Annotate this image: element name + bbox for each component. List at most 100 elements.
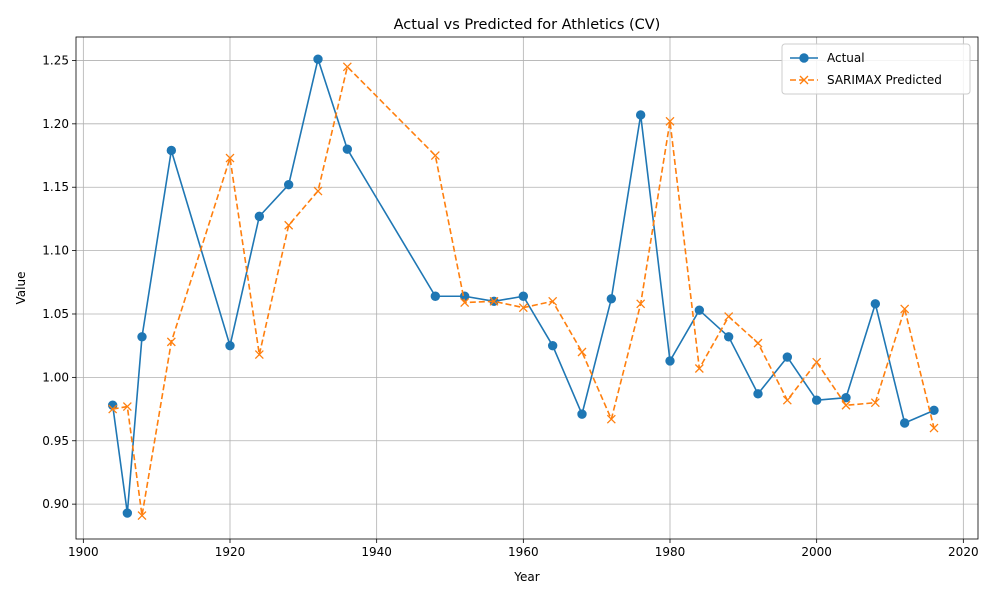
data-point-actual <box>723 332 734 342</box>
x-marker-stroke <box>606 414 616 424</box>
x-marker-stroke <box>782 395 792 405</box>
y-tick-label: 1.00 <box>42 370 69 384</box>
data-point-actual <box>577 409 587 419</box>
x-marker-stroke <box>254 350 264 360</box>
x-marker-stroke <box>636 299 646 309</box>
data-point-sarimax-predicted <box>577 347 587 357</box>
data-point-actual <box>518 291 529 301</box>
series-sarimax-predicted <box>108 62 939 521</box>
data-point-actual <box>899 418 910 428</box>
legend-marker-actual <box>799 53 809 63</box>
x-tick-label: 1920 <box>215 545 246 559</box>
data-point-sarimax-predicted <box>606 414 616 424</box>
data-point-actual <box>694 305 705 315</box>
x-marker-stroke <box>665 116 675 126</box>
data-point-actual <box>225 340 235 351</box>
legend: Actual SARIMAX Predicted <box>781 43 971 95</box>
data-point-sarimax-predicted <box>254 350 264 360</box>
data-point-sarimax-predicted <box>812 357 822 367</box>
data-point-actual <box>665 356 675 366</box>
data-point-sarimax-predicted <box>665 116 675 126</box>
chart-title: Actual vs Predicted for Athletics (CV) <box>394 17 661 33</box>
data-point-actual <box>430 291 441 301</box>
data-point-sarimax-predicted <box>313 186 323 196</box>
x-marker-stroke <box>166 337 176 347</box>
data-point-sarimax-predicted <box>460 298 470 308</box>
x-marker-stroke <box>841 400 851 410</box>
x-marker-stroke <box>122 402 132 411</box>
x-tick-label: 2020 <box>948 545 979 559</box>
data-point-sarimax-predicted <box>870 398 880 408</box>
x-marker-stroke <box>694 364 704 373</box>
x-tick-label: 1960 <box>508 545 539 559</box>
data-point-actual <box>753 389 763 399</box>
x-marker-stroke <box>900 304 910 314</box>
data-point-actual <box>841 392 851 403</box>
legend-marker-sarimax-predicted <box>799 75 809 85</box>
data-point-sarimax-predicted <box>694 364 704 373</box>
x-marker-stroke <box>548 296 558 306</box>
y-tick-label: 1.25 <box>42 53 69 67</box>
data-point-actual <box>122 508 133 518</box>
x-tick-label: 1980 <box>655 545 686 559</box>
data-point-sarimax-predicted <box>518 303 528 313</box>
data-point-sarimax-predicted <box>900 304 910 314</box>
data-point-actual <box>635 110 646 120</box>
y-tick-label: 0.90 <box>42 497 69 511</box>
data-point-sarimax-predicted <box>122 402 132 411</box>
data-point-actual <box>283 179 294 190</box>
data-point-actual <box>811 395 822 405</box>
data-point-sarimax-predicted <box>782 395 792 405</box>
data-point-actual <box>870 299 881 309</box>
y-tick-label: 0.95 <box>42 434 69 448</box>
data-point-sarimax-predicted <box>929 423 939 433</box>
data-point-sarimax-predicted <box>548 296 558 306</box>
x-marker-stroke <box>430 151 440 160</box>
plot-area-frame <box>75 36 979 540</box>
x-axis-label: Year <box>513 570 539 584</box>
data-point-actual <box>782 352 793 362</box>
y-tick-label: 1.15 <box>42 180 69 194</box>
x-marker-stroke <box>753 338 763 348</box>
x-marker-stroke <box>108 404 118 414</box>
data-point-sarimax-predicted <box>753 338 763 348</box>
x-marker-stroke <box>870 398 880 408</box>
axis-ticks: 1900 1920 1940 1960 1980 2000 2020 0.90 0.95 1.00… <box>42 53 978 559</box>
y-axis-label: Value <box>14 272 28 305</box>
x-marker-stroke <box>284 220 294 230</box>
data-point-sarimax-predicted <box>137 511 147 521</box>
data-point-sarimax-predicted <box>636 299 646 309</box>
data-point-actual <box>137 332 147 342</box>
data-point-sarimax-predicted <box>841 400 851 410</box>
x-marker-stroke <box>313 186 323 196</box>
x-marker-stroke <box>518 303 528 313</box>
data-point-actual <box>929 405 939 416</box>
data-point-sarimax-predicted <box>489 296 499 306</box>
data-point-sarimax-predicted <box>225 153 235 163</box>
y-tick-label: 1.20 <box>42 117 69 131</box>
x-marker-stroke <box>342 62 352 72</box>
series-actual <box>107 54 939 518</box>
y-tick-label: 1.05 <box>42 307 69 321</box>
data-point-sarimax-predicted <box>284 220 294 230</box>
data-point-sarimax-predicted <box>430 151 440 160</box>
x-marker-stroke <box>577 347 587 357</box>
data-point-actual <box>547 340 558 351</box>
legend-label-sarimax-predicted: SARIMAX Predicted <box>827 73 942 87</box>
legend-box <box>781 43 971 95</box>
x-tick-label: 1900 <box>68 545 99 559</box>
x-marker-stroke <box>137 511 147 521</box>
x-marker-stroke <box>812 357 822 367</box>
data-point-actual <box>342 144 353 154</box>
data-point-sarimax-predicted <box>108 404 118 414</box>
legend-label-actual: Actual <box>827 51 865 65</box>
x-marker-stroke <box>724 312 734 321</box>
x-marker-stroke <box>489 296 499 306</box>
data-point-actual <box>606 294 617 304</box>
x-marker-stroke <box>799 75 809 85</box>
x-marker-stroke <box>460 298 470 308</box>
data-point-sarimax-predicted <box>724 312 734 321</box>
series-group <box>107 54 939 521</box>
data-point-sarimax-predicted <box>342 62 352 72</box>
